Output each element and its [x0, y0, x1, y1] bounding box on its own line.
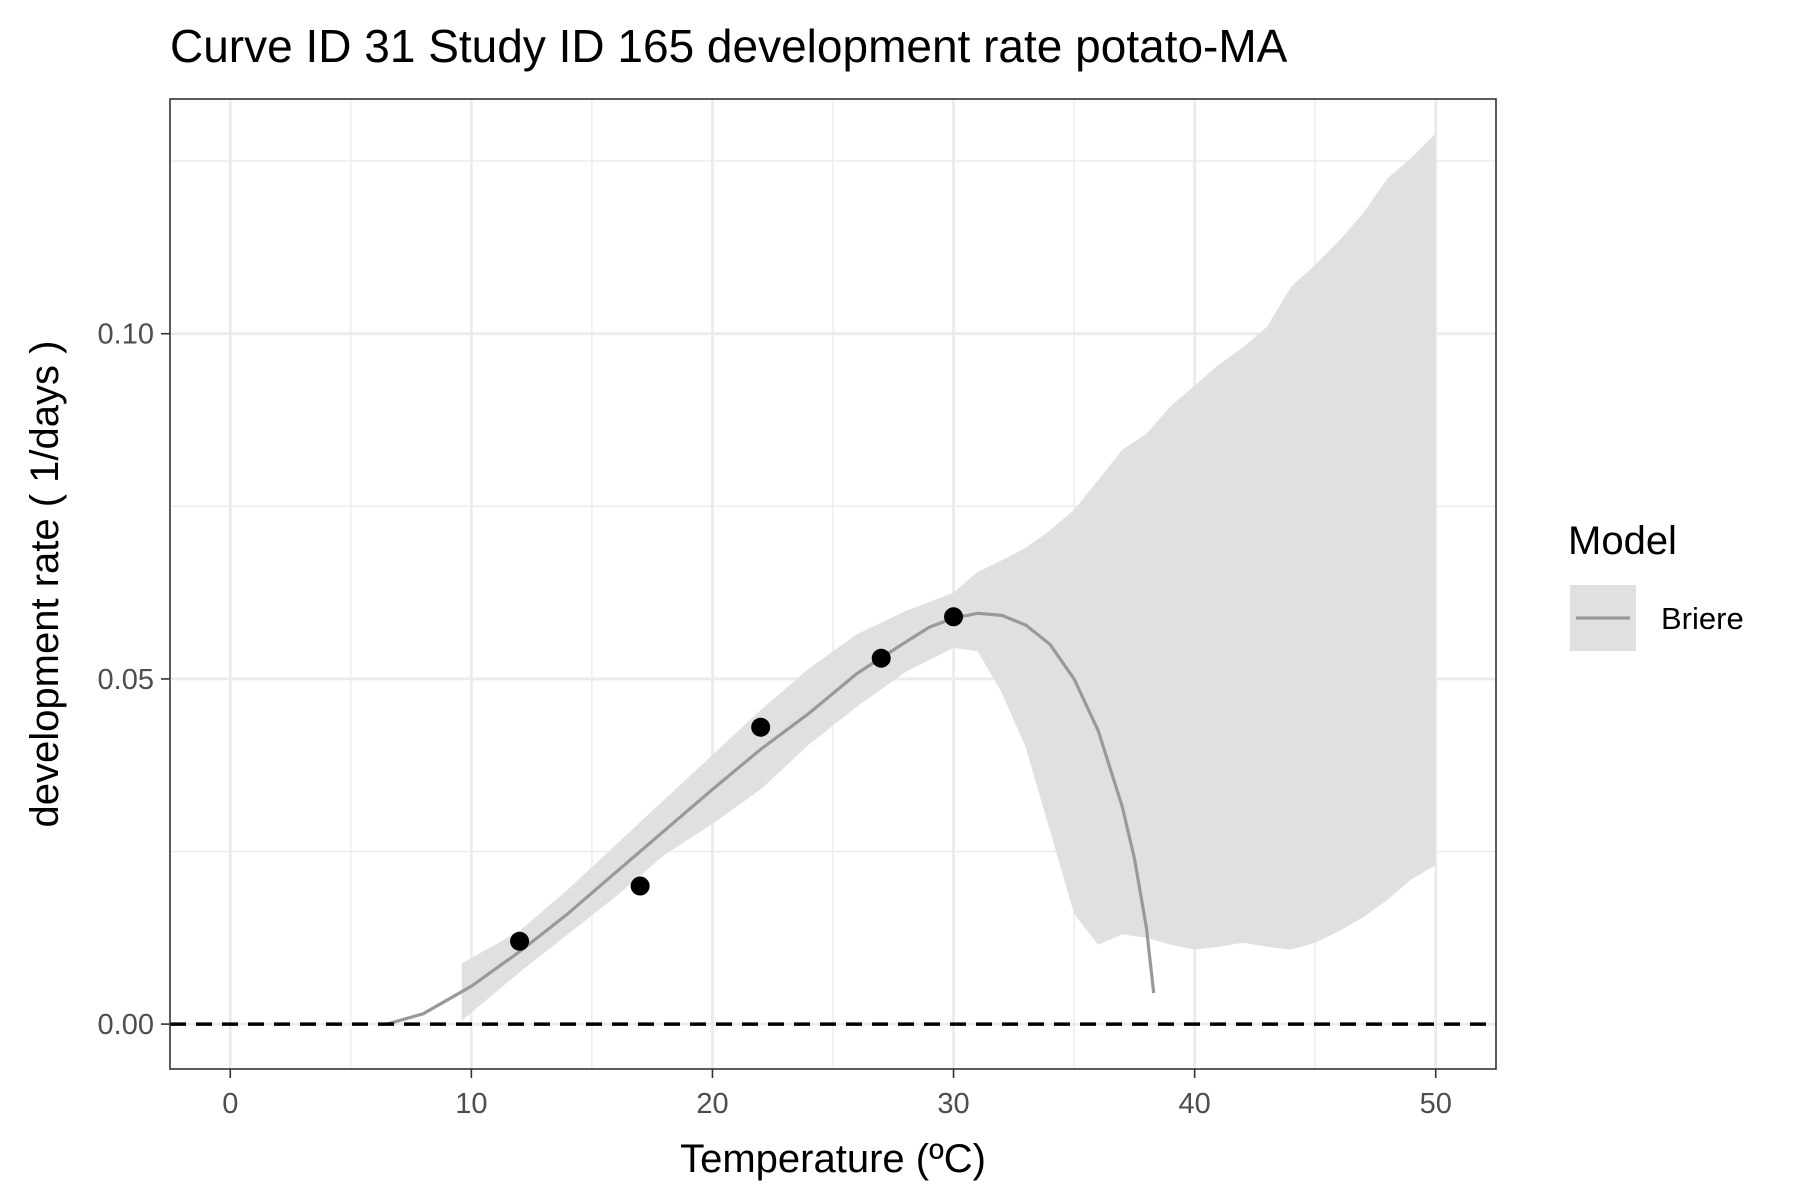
y-tick-label: 0.10	[98, 319, 154, 351]
y-tick-label: 0.05	[98, 664, 154, 696]
x-tick-label: 50	[1420, 1088, 1452, 1120]
y-axis: 0.00 0.05 0.10	[98, 319, 170, 1041]
x-axis: 0 10 20 30 40 50	[222, 1069, 1452, 1120]
data-point	[871, 648, 891, 668]
data-points-layer	[510, 607, 964, 951]
plot-panel	[169, 98, 1497, 1070]
x-tick-label: 10	[455, 1088, 487, 1120]
data-point	[944, 607, 964, 627]
confidence-band-layer	[461, 133, 1436, 1021]
y-tick-label: 0.00	[98, 1009, 154, 1041]
legend: Model Briere	[1568, 519, 1744, 651]
legend-title: Model	[1568, 519, 1677, 563]
panel-border	[169, 98, 1497, 1070]
x-tick-label: 40	[1179, 1088, 1211, 1120]
x-tick-label: 30	[937, 1088, 969, 1120]
x-axis-title: Temperature (ºC)	[680, 1137, 986, 1181]
data-point	[630, 876, 650, 896]
x-tick-label: 20	[696, 1088, 728, 1120]
x-tick-label: 0	[222, 1088, 238, 1120]
model-curve-layer	[386, 611, 1156, 1026]
series-line-briere	[386, 611, 1156, 1026]
y-axis-title: development rate ( 1/days )	[23, 341, 67, 828]
chart-title: Curve ID 31 Study ID 165 development rat…	[170, 20, 1288, 72]
data-point	[510, 931, 530, 951]
confidence-band	[461, 133, 1436, 1021]
legend-label-briere: Briere	[1661, 601, 1744, 636]
data-point	[751, 717, 771, 737]
